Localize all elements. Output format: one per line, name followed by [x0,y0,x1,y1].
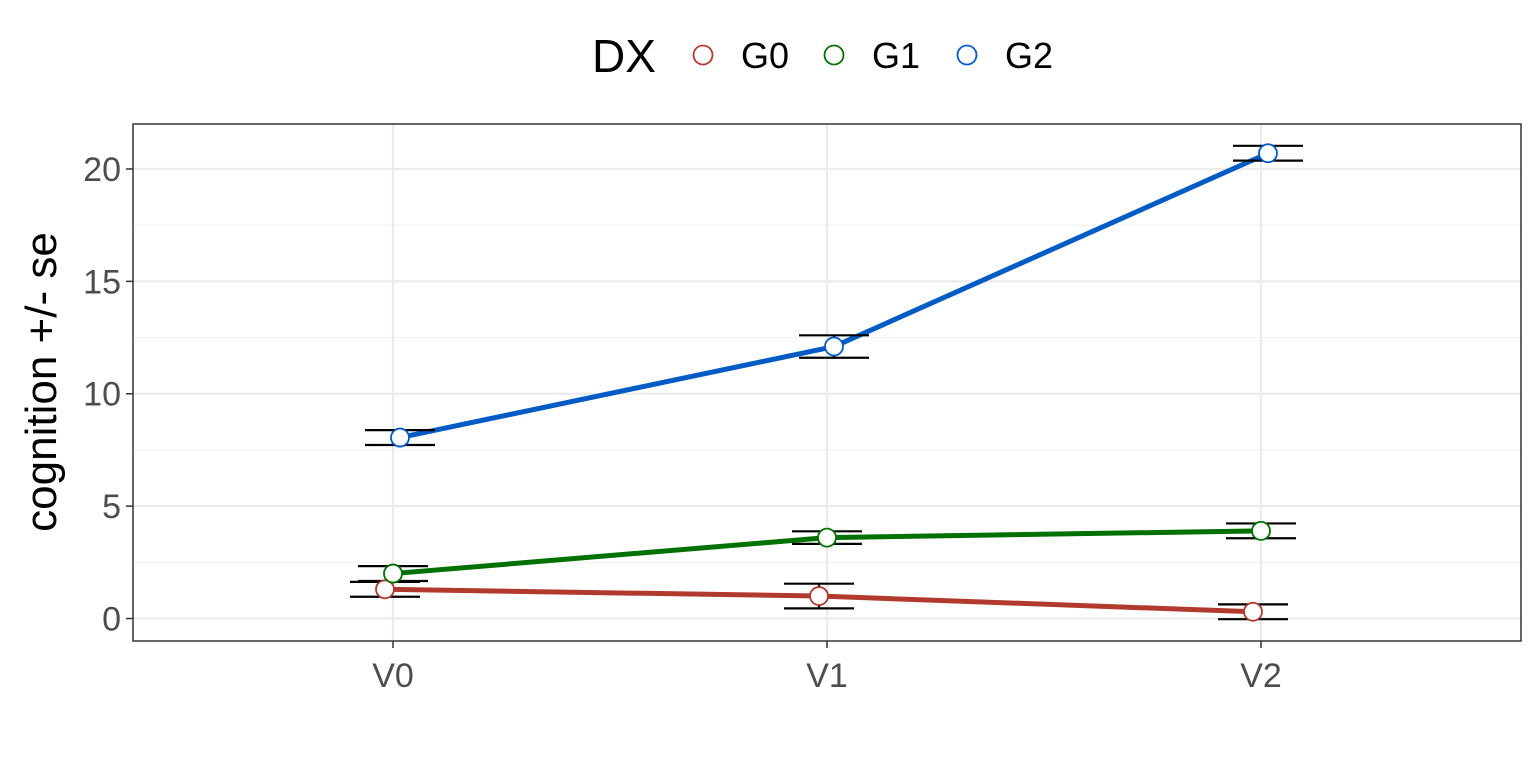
y-tick-label: 10 [83,376,121,414]
x-tick-label: V0 [372,657,414,695]
x-tick-label: V1 [806,657,848,695]
legend-key-g1 [823,44,845,66]
data-point-g0 [809,586,829,606]
legend-title: DX [592,30,656,82]
data-point-g2 [1258,143,1278,164]
data-point-g1 [383,563,403,584]
x-axis: V0 V1 V2 [372,641,1282,695]
legend: DX G0 G1 G2 [592,30,1053,82]
y-tick-label: 5 [102,488,121,526]
y-tick-label: 15 [83,263,121,301]
legend-items: G0 G1 G2 [692,35,1053,76]
data-point-g1 [1251,520,1271,541]
plot-area [132,123,1522,642]
y-tick-label: 0 [102,601,121,639]
y-axis-title: cognition +/- se [17,232,66,532]
data-point-g2 [390,427,410,448]
data-point-g0 [1243,601,1263,622]
legend-label-g1: G1 [872,35,920,76]
y-tick-label: 20 [83,151,121,189]
data-point-g2 [824,336,844,357]
data-point-g0 [375,579,395,600]
y-axis: 0 5 10 15 20 [83,151,133,639]
legend-label-g0: G0 [741,35,789,76]
data-point-g1 [817,527,837,548]
legend-key-g2 [956,44,978,66]
legend-key-g0 [692,44,714,66]
x-tick-label: V2 [1240,657,1282,695]
major-gridlines [133,124,1521,641]
data-points [375,143,1278,622]
legend-label-g2: G2 [1005,35,1053,76]
